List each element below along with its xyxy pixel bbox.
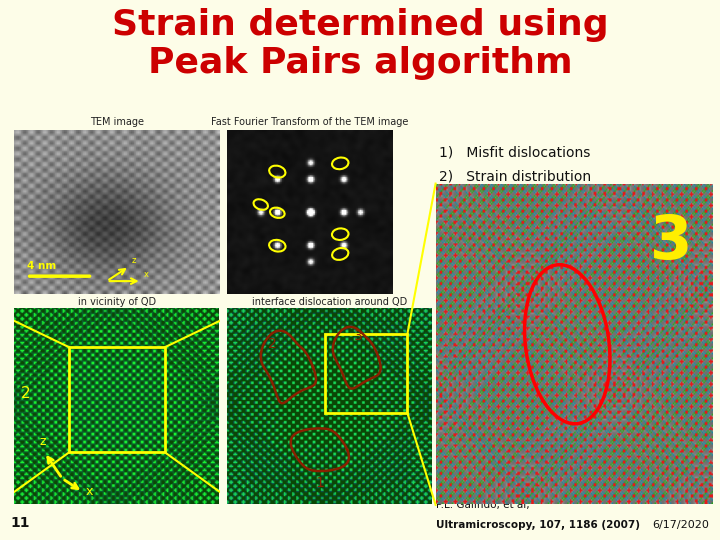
Text: 6/17/2020: 6/17/2020 — [652, 520, 709, 530]
Text: x: x — [86, 485, 93, 498]
Text: 3: 3 — [649, 213, 692, 272]
Text: Fast Fourier Transform of the TEM image: Fast Fourier Transform of the TEM image — [211, 117, 408, 127]
Text: z: z — [131, 255, 136, 265]
Text: 4 nm: 4 nm — [27, 261, 56, 271]
Text: 11: 11 — [11, 516, 30, 530]
Bar — [325, 334, 408, 413]
Text: interface dislocation around QD: interface dislocation around QD — [252, 296, 407, 307]
Text: Ultramicroscopy, 107, 1186 (2007): Ultramicroscopy, 107, 1186 (2007) — [436, 520, 639, 530]
Text: Strain determined using
Peak Pairs algorithm: Strain determined using Peak Pairs algor… — [112, 8, 608, 80]
Text: 3: 3 — [354, 329, 363, 343]
Text: x: x — [144, 271, 148, 280]
Text: 2: 2 — [22, 386, 31, 401]
Text: Pair identification using PP
in vicinity of QD: Pair identification using PP in vicinity… — [52, 285, 182, 307]
Bar — [69, 347, 165, 453]
Text: TEM image: TEM image — [90, 117, 144, 127]
Text: P.L. Galindo, et al,: P.L. Galindo, et al, — [436, 500, 529, 510]
Text: z: z — [39, 435, 45, 448]
Text: 1: 1 — [316, 476, 325, 490]
Text: 1)   Misfit dislocations
2)   Strain distribution: 1) Misfit dislocations 2) Strain distrib… — [439, 146, 591, 184]
Text: 2: 2 — [268, 337, 276, 350]
